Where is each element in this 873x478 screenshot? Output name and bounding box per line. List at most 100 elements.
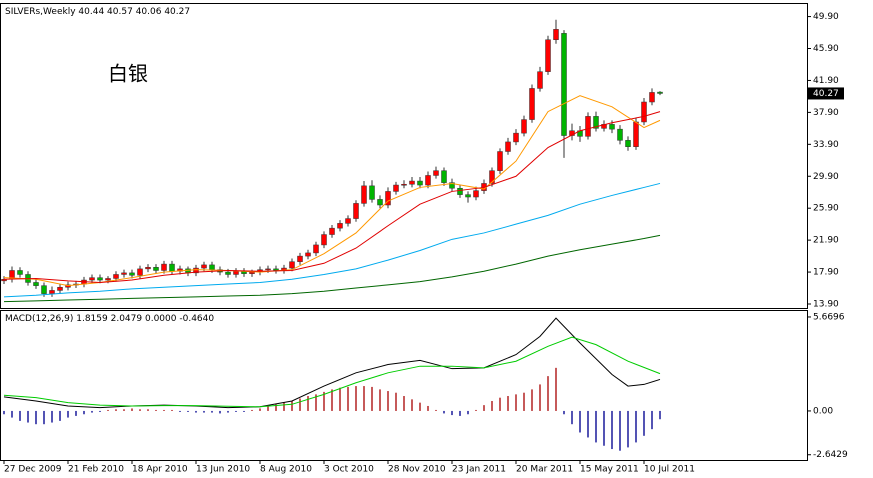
candle-body (249, 271, 255, 274)
candle-body (617, 128, 623, 141)
x-tick-label: 20 Mar 2011 (516, 465, 573, 475)
macd-title: MACD(12,26,9) (5, 314, 73, 324)
y-tick-label: 29.90 (813, 172, 839, 182)
candle-body (433, 170, 439, 176)
candle-body (233, 271, 239, 275)
candle-body (201, 264, 207, 269)
annotation: 白银 (108, 62, 148, 86)
candle-body (545, 39, 551, 72)
candle-body (465, 194, 471, 198)
candle-body (97, 277, 103, 281)
x-tick-label: 13 Jun 2010 (196, 465, 250, 475)
candle-body (625, 140, 631, 147)
candle-body (161, 263, 167, 271)
candle-body (609, 124, 615, 130)
candle-body (353, 203, 359, 219)
symbol: SILVERs,Weekly (5, 7, 76, 17)
candle-body (209, 264, 215, 270)
macd-panel (0, 310, 808, 461)
header: SILVERs,Weekly 40.44 40.57 40.06 40.27 (5, 7, 190, 17)
macd-value: 1.8159 (76, 314, 108, 324)
candle-body (337, 223, 343, 229)
candle-body (273, 268, 279, 271)
y-tick-label: 45.90 (813, 44, 839, 54)
header-high: 40.57 (107, 7, 133, 17)
y-tick-label: 37.90 (813, 108, 839, 118)
candle-body (129, 272, 135, 276)
y-tick-label: 0.00 (813, 406, 833, 416)
candle-body (33, 282, 39, 286)
x-tick-label: 3 Oct 2010 (324, 465, 374, 475)
candle-body (585, 116, 591, 137)
candle-body (41, 285, 47, 294)
price-panel (0, 3, 808, 309)
y-tick-label: 49.90 (813, 12, 839, 22)
candle-body (137, 268, 143, 276)
candle-body (57, 286, 63, 291)
x-tick-label: 23 Jan 2011 (452, 465, 506, 475)
candle-body (345, 218, 351, 224)
x-tick-label: 21 Feb 2010 (68, 465, 124, 475)
candle-body (89, 277, 95, 281)
header-open: 40.44 (78, 7, 104, 17)
candle-body (393, 184, 399, 192)
x-tick-label: 27 Dec 2009 (4, 465, 62, 475)
header-low: 40.06 (136, 7, 162, 17)
candle-body (297, 255, 303, 262)
candle-body (113, 274, 119, 279)
line (3, 336, 661, 408)
x-tick-label: 10 Jul 2011 (644, 465, 695, 475)
candle-body (505, 141, 511, 152)
candle-body (361, 185, 367, 204)
candle-body (105, 278, 111, 281)
x-tick-label: 28 Nov 2010 (388, 465, 446, 475)
macd-value: 2.0479 (111, 314, 143, 324)
macd-value: -0.4640 (179, 314, 214, 324)
candle-body (289, 261, 295, 269)
candle-body (49, 290, 55, 294)
macd-value: 0.0000 (145, 314, 177, 324)
y-tick-label: 25.90 (813, 204, 839, 214)
x-tick-label: 18 Apr 2010 (132, 465, 188, 475)
candle-body (225, 271, 231, 275)
y-tick-label: 33.90 (813, 140, 839, 150)
candle-body (265, 268, 271, 271)
price-label-box (808, 87, 844, 100)
candle-body (385, 191, 391, 206)
line (3, 111, 661, 283)
y-tick-label: 13.90 (813, 300, 839, 310)
x-tick-label: 8 Aug 2010 (260, 465, 312, 475)
candle-body (593, 116, 599, 129)
candle-body (417, 180, 423, 186)
candle-body (633, 121, 639, 147)
candle-body (529, 88, 535, 120)
candle-body (369, 185, 375, 200)
candle-body (153, 267, 159, 271)
y-tick-label: 5.6696 (813, 312, 845, 322)
candle-body (537, 71, 543, 89)
y-tick-label: 41.90 (813, 76, 839, 86)
header-close: 40.27 (164, 7, 190, 17)
candle-body (193, 267, 199, 274)
y-tick-label: 17.90 (813, 268, 839, 278)
macd-legend: MACD(12,26,9) 1.8159 2.0479 0.0000 -0.46… (5, 314, 214, 324)
candle-body (553, 29, 559, 40)
line (3, 182, 661, 298)
candle-body (521, 119, 527, 134)
candle-body (441, 170, 447, 183)
price-label: 40.27 (813, 89, 839, 99)
candle-body (169, 263, 175, 272)
y-tick-label: 21.90 (813, 236, 839, 246)
candle-body (145, 267, 151, 270)
y-tick-label: -2.6429 (813, 450, 848, 460)
candle-body (321, 234, 327, 246)
candle-body (409, 180, 415, 185)
candle-body (457, 187, 463, 195)
line (3, 234, 661, 303)
candle-body (641, 101, 647, 123)
candle-body (489, 170, 495, 184)
x-tick-label: 15 May 2011 (580, 465, 639, 475)
candle-body (657, 91, 663, 94)
candle-body (313, 244, 319, 254)
